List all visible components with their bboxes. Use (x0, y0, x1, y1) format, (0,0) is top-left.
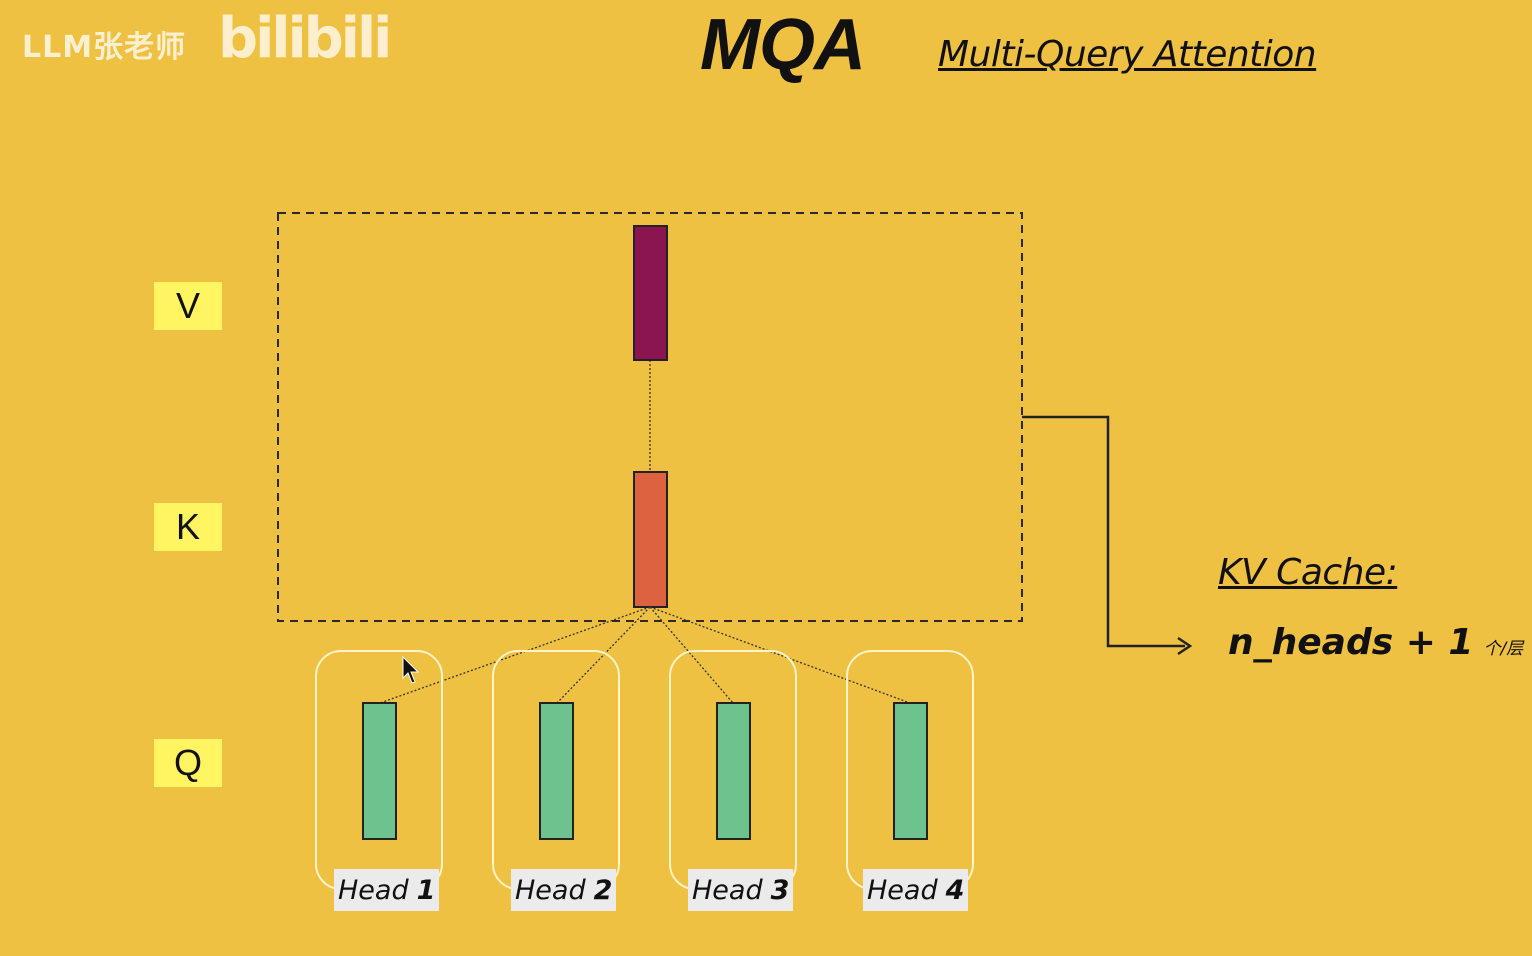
k-q-link-3 (649, 606, 734, 704)
head-label-1: Head 1 (334, 869, 440, 911)
head-label-4: Head 4 (863, 869, 969, 911)
kv-cache-connector (1022, 415, 1185, 648)
head-label-2: Head 2 (511, 869, 617, 911)
page-title: MQA (700, 5, 866, 85)
bilibili-logo: bilibili (218, 6, 392, 71)
head-frame-1 (315, 650, 443, 890)
kv-cache-title: KV Cache: (1218, 552, 1398, 593)
mouse-pointer-icon (402, 655, 420, 684)
k-block (633, 471, 668, 608)
head-word: Head (867, 874, 938, 906)
row-label-k: K (154, 503, 222, 551)
q-block-2 (539, 702, 574, 840)
kv-cache-formula-text: n_heads + 1 (1228, 622, 1474, 663)
head-label-3: Head 3 (688, 869, 794, 911)
head-number: 3 (770, 874, 790, 906)
kv-dashed-box (277, 212, 1023, 622)
head-word: Head (338, 874, 409, 906)
head-word: Head (692, 874, 763, 906)
kv-cache-formula: n_heads + 1 个/层 (1228, 622, 1523, 663)
q-block-4 (893, 702, 928, 840)
head-frame-3 (669, 650, 797, 890)
head-number: 2 (593, 874, 613, 906)
arrow-right-icon (1177, 636, 1193, 656)
q-block-1 (362, 702, 397, 840)
head-frame-4 (846, 650, 974, 890)
q-block-3 (716, 702, 751, 840)
row-label-q: Q (154, 739, 222, 787)
watermark-channel: LLM张老师 (22, 30, 187, 65)
page-subtitle: Multi-Query Attention (938, 34, 1317, 75)
row-label-v: V (154, 282, 222, 330)
head-number: 1 (416, 874, 436, 906)
head-word: Head (515, 874, 586, 906)
kv-cache-unit: 个/层 (1483, 639, 1524, 659)
head-frame-2 (492, 650, 620, 890)
v-block (633, 225, 668, 361)
head-number: 4 (945, 874, 965, 906)
